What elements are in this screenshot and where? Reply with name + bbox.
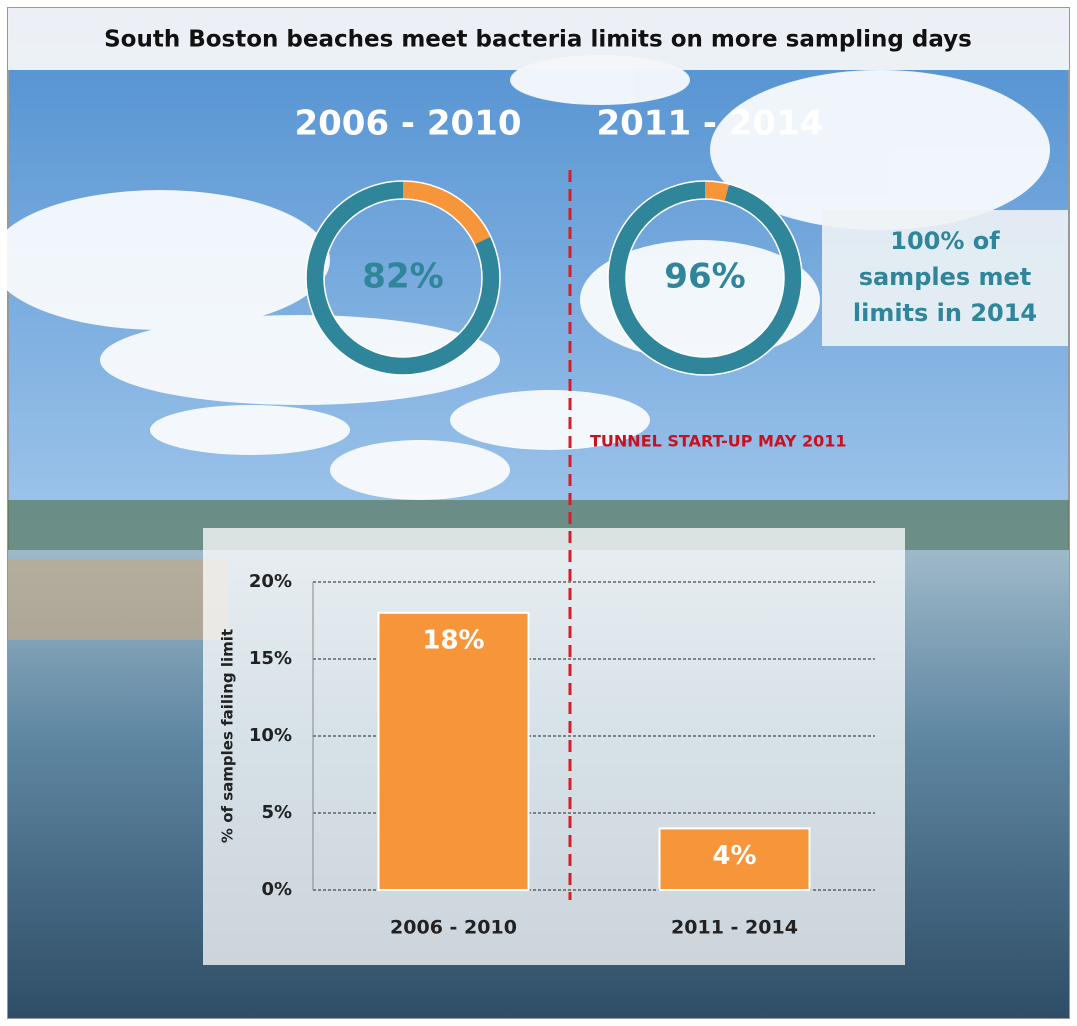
annotation: TUNNEL START-UP MAY 2011 — [590, 432, 847, 451]
donut-title: 2011 - 2014 — [596, 104, 823, 144]
x-tick-label: 2011 - 2014 — [671, 917, 798, 939]
bar-value-label: 4% — [712, 841, 756, 871]
clouds — [0, 55, 1050, 500]
y-tick-label: 0% — [261, 879, 292, 900]
donut-gap — [607, 180, 803, 376]
donut-label: 96% — [664, 257, 745, 297]
donut-segment — [402, 181, 491, 245]
donut-gap — [625, 198, 785, 358]
y-tick-label: 15% — [249, 648, 292, 669]
callout-line: 100% of — [890, 227, 1000, 255]
donut-label: 82% — [362, 257, 443, 297]
donut-segment — [704, 181, 730, 202]
donut-title: 2006 - 2010 — [294, 104, 521, 144]
x-tick-label: 2006 - 2010 — [390, 917, 517, 939]
y-axis-label: % of samples failing limit — [219, 629, 237, 843]
beach — [8, 560, 228, 640]
donut-segment — [608, 181, 802, 375]
y-tick-label: 20% — [249, 571, 292, 592]
bar — [658, 827, 811, 892]
y-tick-label: 10% — [249, 725, 292, 746]
callout-line: samples met — [859, 263, 1032, 291]
bar-panel — [203, 528, 905, 965]
callout-line: limits in 2014 — [853, 299, 1037, 327]
donut-gap — [305, 180, 501, 376]
title: South Boston beaches meet bacteria limit… — [104, 27, 972, 53]
title-bar — [8, 8, 1069, 70]
y-tick-label: 5% — [261, 802, 292, 823]
callout-box — [822, 210, 1068, 346]
bar-value-label: 18% — [422, 625, 484, 655]
donut-gap — [323, 198, 483, 358]
bar — [377, 611, 530, 891]
donut-segment — [306, 181, 500, 375]
